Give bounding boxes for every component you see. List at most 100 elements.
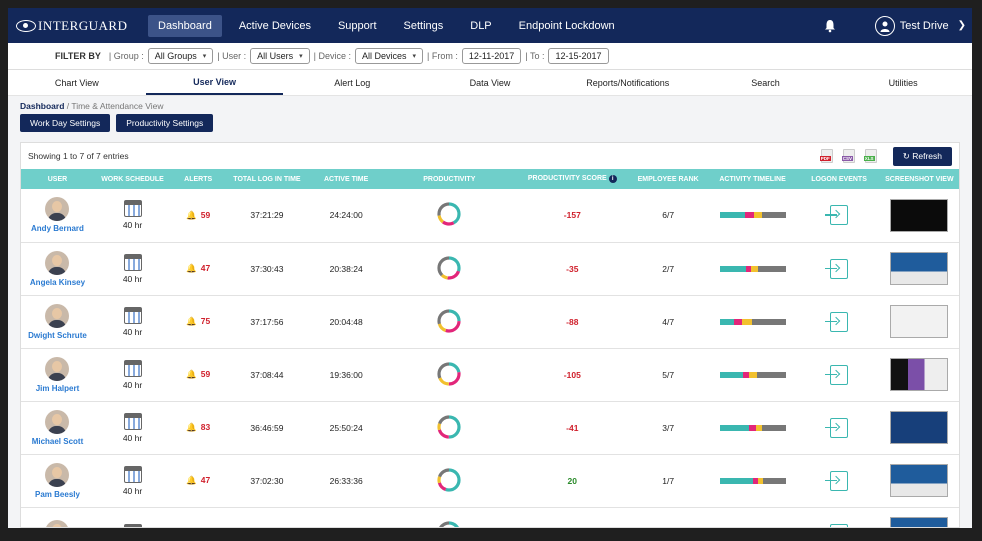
- logon-events-icon[interactable]: [825, 470, 849, 491]
- logon-events-icon[interactable]: [830, 523, 849, 527]
- user-name-link[interactable]: Pam Beesly: [35, 489, 80, 499]
- tab-alert-log[interactable]: Alert Log: [334, 77, 371, 88]
- work-day-settings-button[interactable]: Work Day Settings: [20, 114, 111, 132]
- user-cell[interactable]: Pam Beesly: [21, 454, 94, 508]
- productivity-cell[interactable]: [383, 189, 515, 243]
- timeline-cell[interactable]: [706, 189, 799, 243]
- logon-cell[interactable]: [798, 242, 880, 296]
- col-logon-events[interactable]: LOGON EVENTS: [798, 169, 880, 189]
- nav-settings[interactable]: Settings: [403, 19, 444, 32]
- logon-cell[interactable]: [798, 348, 880, 402]
- productivity-cell[interactable]: [383, 348, 515, 402]
- logon-cell[interactable]: [798, 507, 880, 527]
- pdf-export-icon[interactable]: PDF: [819, 149, 833, 163]
- alert-count[interactable]: 59: [200, 369, 211, 379]
- alerts-cell[interactable]: 🔔47: [171, 454, 226, 508]
- alerts-cell[interactable]: 🔔47: [171, 242, 226, 296]
- device-select[interactable]: All Devices ▾: [355, 48, 424, 64]
- user-cell[interactable]: Michael Scott: [21, 401, 94, 455]
- nav-dashboard[interactable]: Dashboard: [148, 14, 222, 37]
- screenshot-thumbnail[interactable]: [890, 358, 949, 391]
- activity-timeline-bar[interactable]: [719, 212, 786, 219]
- alerts-cell[interactable]: 🔔47: [171, 507, 226, 527]
- logon-events-icon[interactable]: [825, 311, 849, 332]
- alerts-cell[interactable]: 🔔 59: [171, 189, 226, 243]
- user-avatar-icon[interactable]: [874, 15, 895, 36]
- productivity-settings-button[interactable]: Productivity Settings: [116, 114, 214, 132]
- screenshot-thumbnail[interactable]: [890, 464, 949, 497]
- user-cell[interactable]: [21, 507, 94, 527]
- productivity-donut-chart[interactable]: [435, 519, 463, 529]
- screenshot-thumbnail[interactable]: [890, 252, 949, 285]
- timeline-cell[interactable]: [706, 295, 799, 349]
- user-name-link[interactable]: Andy Bernard: [31, 224, 84, 234]
- logon-cell[interactable]: [798, 401, 880, 455]
- nav-dlp[interactable]: DLP: [470, 19, 492, 32]
- user-cell[interactable]: Andy Bernard: [21, 189, 94, 243]
- user-cell[interactable]: Angela Kinsey: [21, 242, 94, 296]
- from-date-input[interactable]: 12-11-2017: [461, 48, 522, 64]
- user-cell[interactable]: Jim Halpert: [21, 348, 94, 402]
- productivity-cell[interactable]: [383, 295, 515, 349]
- logon-events-icon[interactable]: [825, 364, 849, 385]
- screenshot-thumbnail[interactable]: [890, 198, 949, 232]
- productivity-cell[interactable]: [383, 454, 515, 508]
- screenshot-thumbnail[interactable]: [890, 411, 949, 444]
- alert-count[interactable]: 75: [200, 316, 211, 326]
- bell-icon[interactable]: [823, 19, 837, 33]
- col-user[interactable]: USER: [21, 169, 94, 189]
- logon-events-icon[interactable]: [825, 417, 849, 438]
- col-productivity[interactable]: PRODUCTIVITY: [383, 169, 515, 189]
- activity-timeline-bar[interactable]: [719, 371, 786, 378]
- timeline-cell[interactable]: [706, 454, 799, 508]
- nav-support[interactable]: Support: [337, 19, 377, 32]
- breadcrumb-root[interactable]: Dashboard: [20, 101, 65, 111]
- info-icon[interactable]: i: [608, 175, 617, 183]
- tab-utilities[interactable]: Utilities: [888, 77, 918, 88]
- to-date-input[interactable]: 12-15-2017: [548, 48, 609, 64]
- activity-timeline-bar[interactable]: [719, 477, 786, 484]
- timeline-cell[interactable]: [706, 242, 799, 296]
- timeline-cell[interactable]: [706, 348, 799, 402]
- productivity-donut-chart[interactable]: [435, 200, 463, 228]
- user-select[interactable]: All Users ▾: [250, 48, 310, 64]
- user-name[interactable]: Test Drive: [899, 19, 949, 32]
- col-productivity-score[interactable]: PRODUCTIVITY SCORE i: [514, 169, 630, 189]
- activity-timeline-bar[interactable]: [719, 265, 786, 272]
- screenshot-cell[interactable]: [879, 189, 959, 243]
- xls-export-icon[interactable]: XLS: [863, 149, 877, 163]
- screenshot-thumbnail[interactable]: [890, 517, 949, 527]
- col-screenshot-view[interactable]: SCREENSHOT VIEW: [879, 169, 959, 189]
- col-work-schedule[interactable]: WORK SCHEDULE: [93, 169, 172, 189]
- alert-count[interactable]: 83: [200, 422, 211, 432]
- nav-endpoint-lockdown[interactable]: Endpoint Lockdown: [518, 19, 615, 32]
- tab-user-view[interactable]: User View: [145, 70, 284, 95]
- user-cell[interactable]: Dwight Schrute: [21, 295, 94, 349]
- tab-data-view[interactable]: Data View: [469, 77, 511, 88]
- group-select[interactable]: All Groups ▾: [147, 48, 214, 64]
- screenshot-cell[interactable]: [879, 454, 959, 508]
- productivity-cell[interactable]: [383, 242, 515, 296]
- alerts-cell[interactable]: 🔔 59: [171, 348, 226, 402]
- productivity-donut-chart[interactable]: [435, 360, 463, 388]
- alert-count[interactable]: 59: [200, 209, 211, 220]
- alerts-cell[interactable]: 🔔 75: [171, 295, 226, 349]
- screenshot-cell[interactable]: [879, 507, 959, 527]
- user-name-link[interactable]: Jim Halpert: [35, 383, 80, 393]
- col-active-time[interactable]: ACTIVE TIME: [308, 169, 384, 189]
- productivity-donut-chart[interactable]: [435, 413, 463, 441]
- activity-timeline-bar[interactable]: [719, 318, 786, 325]
- alert-count[interactable]: 47: [200, 263, 211, 273]
- tab-reports-notifications[interactable]: Reports/Notifications: [586, 77, 670, 88]
- user-name-link[interactable]: Dwight Schrute: [28, 330, 87, 340]
- logon-events-icon[interactable]: [825, 205, 849, 226]
- screenshot-cell[interactable]: [879, 401, 959, 455]
- alerts-cell[interactable]: 🔔 83: [171, 401, 226, 455]
- tab-search[interactable]: Search: [751, 77, 780, 88]
- refresh-button[interactable]: ↻ Refresh: [892, 146, 952, 166]
- csv-export-icon[interactable]: CSV: [841, 149, 855, 163]
- logon-cell[interactable]: [798, 295, 880, 349]
- user-name-link[interactable]: Michael Scott: [31, 436, 84, 446]
- screenshot-cell[interactable]: [879, 295, 959, 349]
- col-total-login[interactable]: TOTAL LOG IN TIME: [225, 169, 309, 189]
